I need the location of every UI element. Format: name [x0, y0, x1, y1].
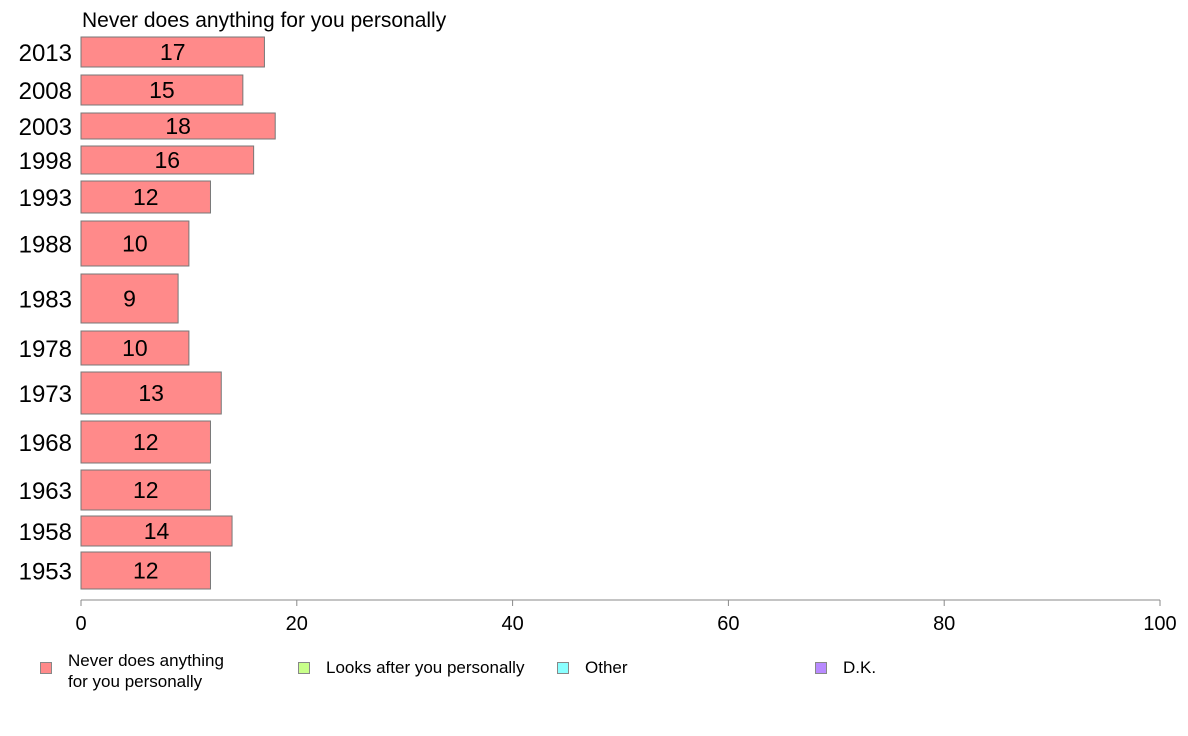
- legend-swatch-never: [40, 662, 52, 674]
- legend-item-looks-after: Looks after you personally: [298, 650, 524, 678]
- data-label-1963: 12: [133, 477, 159, 503]
- legend-item-other: Other: [557, 650, 628, 678]
- legend-item-never: Never does anything for you personally: [40, 650, 224, 692]
- category-label-1968: 1968: [19, 430, 72, 457]
- legend-label-never: Never does anything for you personally: [68, 651, 224, 691]
- x-axis: 0 20 40 60 80 100: [75, 599, 1177, 635]
- legend-label-dk: D.K.: [843, 658, 877, 677]
- bar-1998: [80, 145, 255, 175]
- data-label-2013: 17: [160, 39, 186, 65]
- data-label-1993: 12: [133, 184, 159, 210]
- x-tick-label-0: 0: [75, 613, 86, 635]
- bar-1993: [80, 180, 211, 214]
- bar-2003: [80, 112, 276, 140]
- x-tick-label-80: 80: [933, 613, 955, 635]
- bars-group: 17 2013 15 2008 18 2003 16 1998 12 1993 10 1988 9 198…: [19, 36, 276, 590]
- legend-swatch-looks-after: [298, 662, 310, 674]
- bar-1953: [80, 551, 211, 590]
- category-label-1958: 1958: [19, 519, 72, 546]
- data-label-1968: 12: [133, 429, 159, 455]
- data-label-1988: 10: [122, 231, 148, 257]
- category-label-2008: 2008: [19, 78, 72, 105]
- category-label-1988: 1988: [19, 232, 72, 259]
- bar-1958: [80, 515, 233, 547]
- bar-chart: Never does anything for you personally 1…: [19, 9, 1177, 635]
- x-tick-label-40: 40: [501, 613, 523, 635]
- category-label-1963: 1963: [19, 478, 72, 505]
- x-tick-label-60: 60: [717, 613, 739, 635]
- bar-1983: [80, 273, 179, 324]
- legend-swatch-other: [557, 662, 569, 674]
- bar-1968: [80, 420, 211, 464]
- bar-1973: [80, 371, 222, 415]
- x-tick-label-20: 20: [286, 613, 308, 635]
- legend-label-looks-after: Looks after you personally: [326, 658, 525, 677]
- bar-1978: [80, 330, 190, 366]
- data-label-1978: 10: [122, 335, 148, 361]
- data-label-1998: 16: [155, 147, 181, 173]
- category-label-1998: 1998: [19, 148, 72, 175]
- legend-swatch-dk: [815, 662, 827, 674]
- category-label-1993: 1993: [19, 185, 72, 212]
- x-tick-label-100: 100: [1143, 613, 1176, 635]
- data-label-1953: 12: [133, 558, 159, 584]
- data-label-1983: 9: [123, 286, 136, 312]
- legend-item-dk: D.K.: [815, 650, 876, 678]
- chart-title: Never does anything for you personally: [82, 9, 447, 32]
- data-label-1958: 14: [144, 518, 170, 544]
- category-label-2003: 2003: [19, 114, 72, 141]
- data-label-2003: 18: [165, 113, 191, 139]
- category-label-1973: 1973: [19, 381, 72, 408]
- bar-2008: [80, 74, 244, 106]
- bar-1963: [80, 469, 211, 511]
- category-label-1983: 1983: [19, 287, 72, 314]
- category-label-1978: 1978: [19, 336, 72, 363]
- category-label-2013: 2013: [19, 40, 72, 67]
- legend-label-other: Other: [585, 658, 628, 677]
- bar-2013: [80, 36, 265, 68]
- legend: Never does anything for you personally L…: [0, 650, 1188, 710]
- data-label-2008: 15: [149, 77, 175, 103]
- category-label-1953: 1953: [19, 559, 72, 586]
- bar-1988: [80, 220, 190, 267]
- data-label-1973: 13: [138, 380, 164, 406]
